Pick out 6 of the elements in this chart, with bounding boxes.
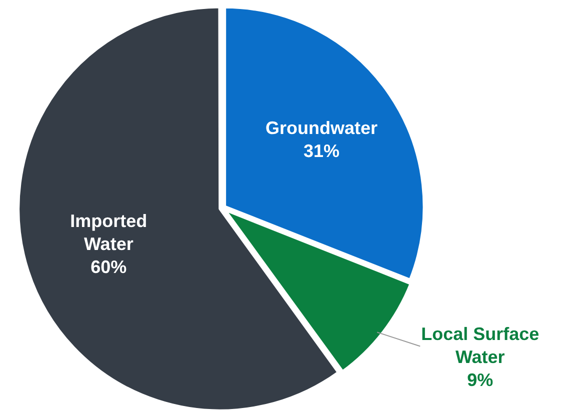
data-label: 31% [303, 141, 340, 162]
data-label: 60% [90, 256, 127, 277]
slice-label: Local Surface Water [421, 324, 540, 368]
slice-label: Groundwater [265, 118, 378, 138]
data-label: 9% [467, 370, 494, 390]
slice-label: Imported Water [70, 210, 148, 254]
